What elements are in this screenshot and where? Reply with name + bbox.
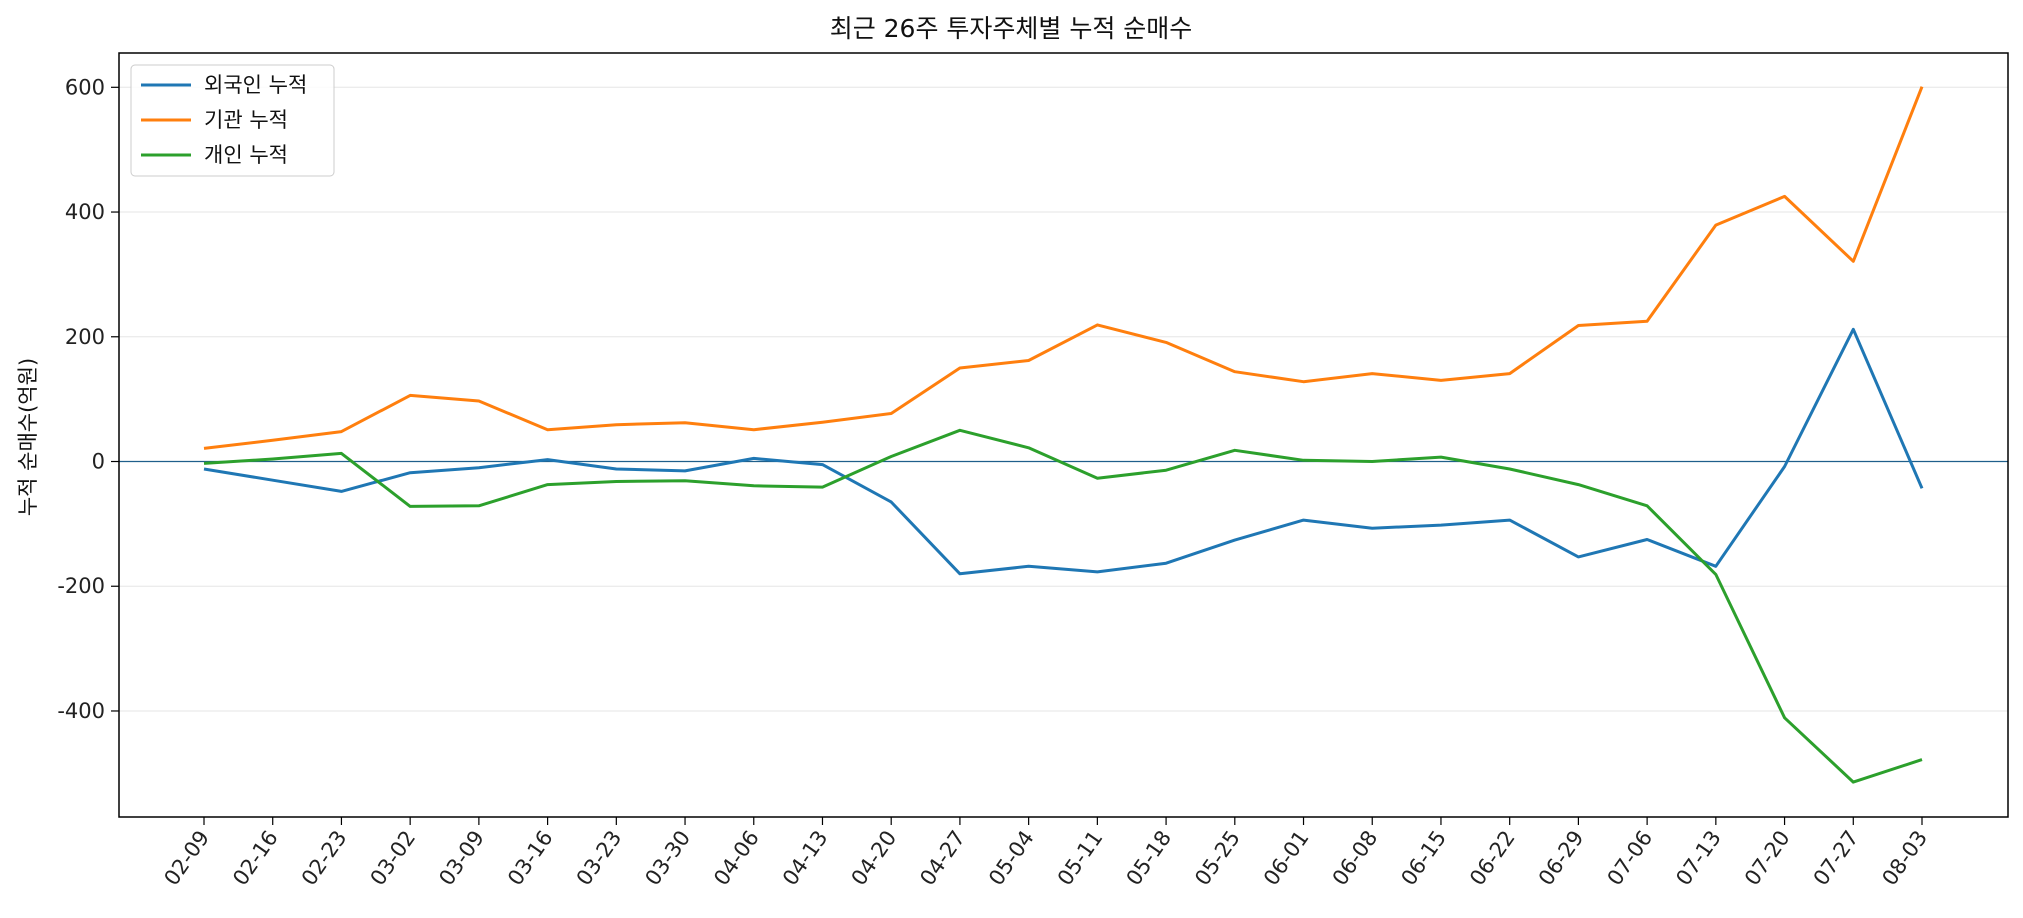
legend-label: 개인 누적 xyxy=(204,143,288,167)
y-tick-label: 400 xyxy=(65,200,105,224)
y-tick-label: 200 xyxy=(65,325,105,349)
legend-label: 외국인 누적 xyxy=(204,73,307,97)
series-line xyxy=(203,327,1924,576)
series-lines xyxy=(203,86,1924,784)
series-line xyxy=(203,428,1923,784)
legend-box xyxy=(130,64,335,177)
y-tick-label: 600 xyxy=(65,75,105,99)
y-axis-ticks: -400 -200 0 200 400 600 xyxy=(57,75,119,723)
legend-label: 기관 누적 xyxy=(204,108,288,132)
y-tick-label: 0 xyxy=(92,450,105,474)
chart-title: 최근 26주 투자주체별 누적 순매수 xyxy=(830,14,1193,43)
series-line xyxy=(203,86,1924,450)
y-tick-label: -200 xyxy=(57,574,105,598)
y-tick-label: -400 xyxy=(57,699,105,723)
plot-area-frame xyxy=(118,52,2009,818)
y-axis-title: 누적 순매수(억원) xyxy=(16,358,40,516)
